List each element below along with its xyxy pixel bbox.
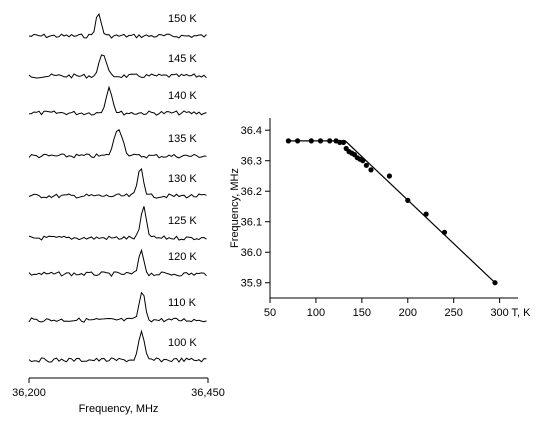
spectrum-trace [28, 12, 207, 39]
x-tick-label: 200 [399, 307, 417, 319]
x-axis-title: Frequency, MHz [79, 403, 159, 415]
data-point [360, 158, 366, 164]
temperature-label: 125 K [168, 215, 197, 227]
y-tick-label: 36.0 [241, 247, 262, 259]
spectrum-trace [28, 129, 207, 159]
spectrum-trace [28, 291, 207, 323]
x-axis-title: T, K [512, 307, 532, 319]
temperature-label: 130 K [168, 173, 197, 185]
data-point [337, 139, 343, 145]
x-tick-label: 150 [353, 307, 371, 319]
spectrum-trace [28, 206, 207, 241]
temperature-label: 150 K [168, 13, 197, 25]
spectrum-trace [28, 85, 207, 116]
frequency-vs-temperature-panel: 50 100 150 200 250 300 35.9 36.0 36.1 36.2 36.3 36.… [229, 118, 531, 319]
data-point [317, 138, 324, 144]
y-axis-title: Frequency, MHz [229, 168, 241, 248]
x-tick-label: 50 [264, 307, 276, 319]
data-point [423, 211, 429, 217]
spectrum-trace [28, 329, 207, 363]
data-point [363, 162, 369, 168]
data-point [368, 167, 374, 173]
data-point [308, 138, 314, 144]
y-tick-label: 36.1 [241, 217, 262, 229]
data-point [295, 138, 301, 144]
nmr-spectra-panel: 150 K 145 K 140 K 135 K 130 K 125 K 120 K 110 K… [12, 12, 225, 415]
temperature-label: 110 K [168, 297, 197, 309]
data-point [327, 138, 333, 144]
data-point [441, 229, 448, 235]
temperature-label: 140 K [168, 90, 197, 102]
x-tick-label: 300 [490, 307, 508, 319]
y-tick-label: 36.2 [241, 186, 262, 198]
x-tick-label: 36,450 [191, 387, 225, 399]
x-tick-label: 36,200 [12, 387, 46, 399]
spectrum-trace [28, 167, 207, 199]
data-point [386, 173, 392, 179]
spectrum-trace [28, 248, 207, 277]
x-tick-label: 250 [445, 307, 463, 319]
y-tick-label: 36.4 [241, 125, 262, 137]
data-point [285, 138, 291, 144]
fit-line [288, 140, 496, 284]
y-tick-label: 36.3 [241, 156, 262, 168]
temperature-label: 135 K [168, 133, 197, 145]
data-point [405, 197, 411, 203]
data-point [492, 280, 498, 286]
temperature-label: 120 K [168, 251, 197, 263]
spectrum-trace [28, 54, 207, 79]
temperature-label: 145 K [168, 53, 197, 65]
data-point [340, 139, 347, 145]
x-tick-label: 100 [307, 307, 325, 319]
temperature-label: 100 K [168, 337, 197, 349]
y-tick-label: 35.9 [241, 278, 262, 290]
